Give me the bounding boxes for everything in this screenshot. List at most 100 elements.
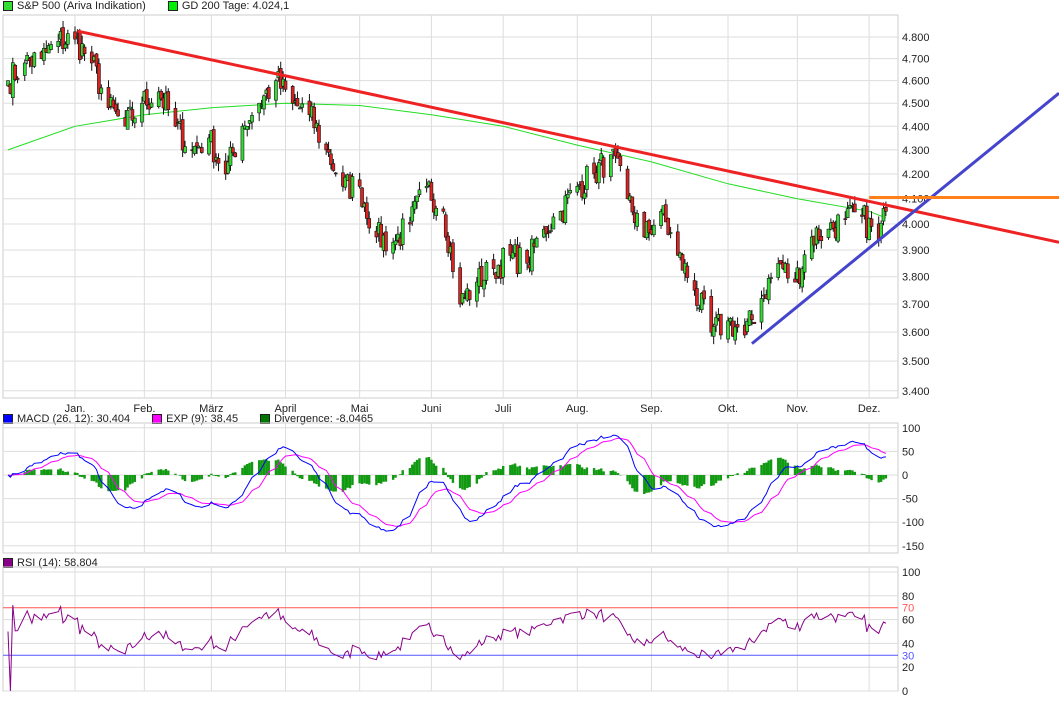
divergence-bar	[836, 470, 840, 475]
legend-item-gd200: GD 200 Tage: 4.024,1	[167, 0, 289, 12]
candle	[549, 230, 553, 232]
gd200-line	[7, 102, 887, 219]
divergence-bar	[444, 472, 447, 475]
divergence-bar	[817, 465, 821, 475]
candle	[881, 208, 886, 222]
divergence-bar	[518, 465, 522, 475]
candle	[173, 108, 178, 127]
x-tick-label: Aug.	[566, 403, 589, 415]
candle	[384, 231, 388, 252]
divergence-bar	[310, 475, 314, 481]
divergence-bar	[745, 470, 749, 475]
candle	[130, 109, 135, 121]
x-tick-label: April	[274, 403, 296, 415]
divergence-bar	[334, 475, 337, 492]
divergence-bar	[667, 475, 670, 482]
divergence-bar	[528, 469, 531, 475]
candle	[518, 247, 522, 274]
candle	[417, 189, 422, 195]
divergence-bar	[566, 464, 569, 475]
divergence-bar	[262, 459, 266, 475]
divergence-bar	[183, 475, 187, 482]
candle	[333, 172, 338, 175]
y-tick-label: 4.700	[902, 54, 930, 66]
macd-tick-label: 50	[902, 446, 914, 458]
rsi-line	[7, 604, 887, 692]
divergence-bar	[633, 475, 636, 492]
candle	[111, 99, 116, 108]
divergence-bar	[198, 475, 201, 480]
candle	[699, 292, 704, 311]
divergence-bar	[432, 463, 435, 475]
candle	[695, 288, 699, 306]
candle	[140, 102, 144, 123]
y-tick-label: 3.700	[902, 299, 930, 311]
divergence-bar	[879, 475, 883, 482]
legend-main: S&P 500 (Ariva Indikation) GD 200 Tage: …	[3, 0, 289, 12]
divergence-bar	[635, 475, 639, 492]
divergence-bar	[820, 467, 823, 475]
candle	[675, 231, 680, 256]
divergence-bar	[281, 463, 285, 475]
trendline	[77, 29, 1059, 244]
divergence-bar	[140, 475, 144, 479]
divergence-bar	[427, 457, 431, 475]
candle	[434, 207, 438, 216]
divergence-bar	[313, 475, 316, 484]
divergence-bar	[116, 475, 120, 491]
divergence-bar	[76, 472, 79, 475]
candle	[82, 46, 87, 54]
y-tick-label: 3.600	[902, 327, 930, 339]
y-tick-label: 3.500	[902, 356, 930, 368]
y-tick-label: 4.800	[902, 32, 930, 44]
candle	[501, 248, 505, 278]
divergence-bar	[301, 475, 304, 480]
candle	[195, 142, 199, 147]
divergence-bar	[729, 475, 732, 477]
divergence-bar	[231, 472, 235, 475]
divergence-bar	[681, 475, 684, 486]
divergence-bar	[676, 475, 679, 484]
divergence-bar	[413, 461, 416, 475]
candle	[597, 162, 601, 184]
candle	[475, 281, 479, 302]
candle	[199, 147, 204, 153]
divergence-bar	[631, 475, 634, 489]
divergence-bar	[877, 475, 880, 483]
candle	[467, 290, 472, 300]
divergence-bar	[779, 457, 782, 475]
macd-tick-label: -150	[902, 541, 924, 553]
candle	[848, 205, 852, 209]
candle	[125, 110, 130, 130]
divergence-bar	[542, 465, 546, 475]
divergence-bar	[765, 462, 768, 475]
divergence-bar	[600, 468, 603, 475]
divergence-bar	[585, 467, 589, 475]
candle	[482, 279, 486, 290]
candle	[458, 267, 462, 305]
candle	[446, 235, 450, 253]
candle	[400, 218, 405, 245]
candle	[13, 64, 17, 80]
candles	[6, 20, 888, 345]
rsi-level-label: 30	[902, 650, 914, 662]
candle	[11, 62, 15, 98]
divergence-bar	[796, 466, 799, 475]
divergence-bar	[494, 470, 498, 475]
candle	[479, 265, 484, 287]
divergence-bar	[250, 461, 254, 475]
divergence-bar	[179, 475, 182, 476]
candle	[484, 262, 489, 281]
candle	[278, 68, 283, 89]
candle	[240, 125, 245, 161]
candle	[735, 324, 740, 328]
candle	[66, 33, 70, 45]
x-tick-label: Okt.	[718, 403, 738, 415]
divergence-bar	[595, 470, 598, 475]
divergence-bar	[360, 475, 364, 485]
candle	[228, 146, 233, 166]
divergence-bar	[243, 465, 247, 475]
divergence-bar	[482, 475, 486, 476]
macd-tick-label: 0	[902, 470, 908, 482]
